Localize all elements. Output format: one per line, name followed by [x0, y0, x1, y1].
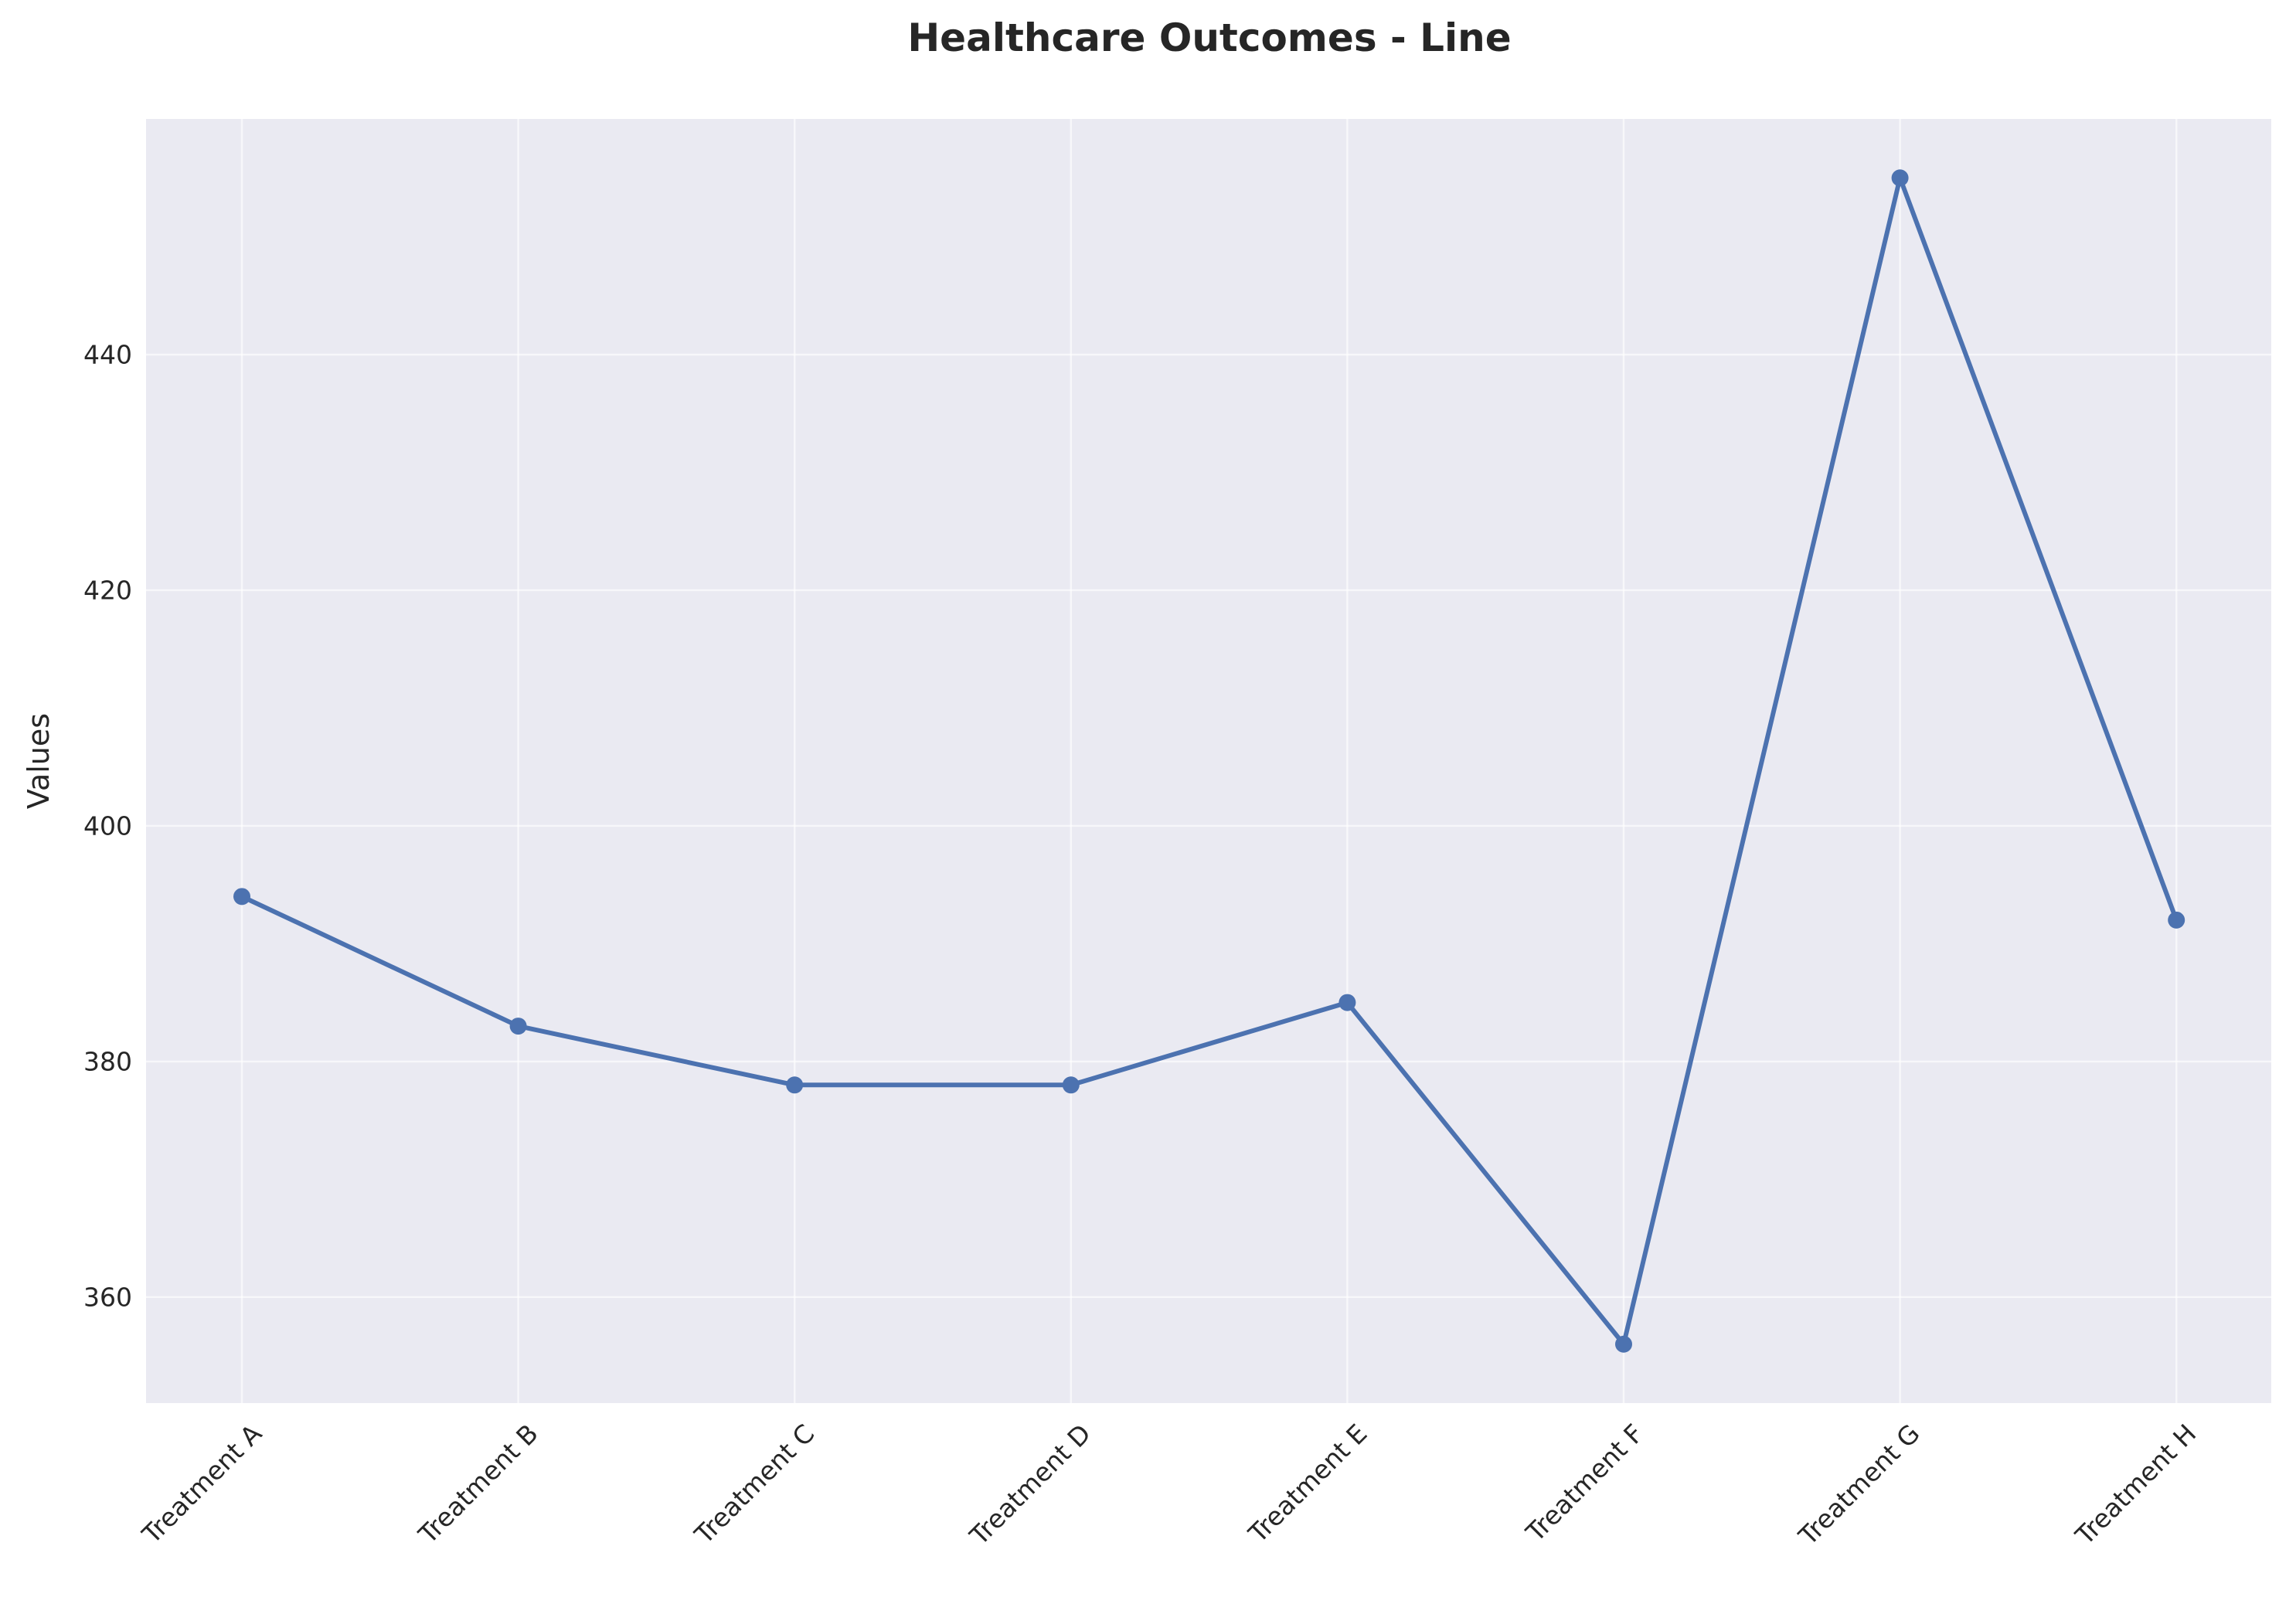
data-point — [233, 888, 250, 906]
series-line — [240, 175, 2179, 1347]
chart-title: Healthcare Outcomes - Line — [907, 15, 1511, 60]
grid-lines — [146, 119, 2271, 1403]
x-tick-label: Treatment B — [412, 1419, 543, 1550]
y-tick-label: 400 — [83, 810, 132, 841]
x-tick-label: Treatment H — [2069, 1419, 2202, 1551]
y-tick-label: 440 — [83, 339, 132, 369]
data-point — [786, 1076, 804, 1094]
x-tick-label: Treatment D — [964, 1419, 1097, 1551]
y-tick-label: 420 — [83, 575, 132, 605]
data-point — [1891, 169, 1909, 187]
data-point — [1615, 1335, 1632, 1353]
data-point — [2168, 911, 2185, 929]
x-tick-label: Treatment A — [136, 1418, 268, 1550]
x-axis-ticks: Treatment A Treatment B Treatment C Treatme… — [136, 1418, 2202, 1551]
plot-area — [146, 119, 2271, 1403]
y-tick-label: 360 — [83, 1282, 132, 1312]
x-tick-label: Treatment E — [1242, 1419, 1372, 1549]
x-tick-label: Treatment G — [1792, 1419, 1926, 1552]
data-point — [1062, 1076, 1080, 1094]
y-axis-label: Values — [22, 713, 56, 809]
data-point — [509, 1018, 527, 1035]
y-tick-label: 380 — [83, 1046, 132, 1076]
x-tick-label: Treatment F — [1519, 1419, 1649, 1548]
x-tick-label: Treatment C — [689, 1419, 821, 1551]
series-layer — [233, 169, 2185, 1353]
y-axis-ticks: 360 380 400 420 440 — [83, 339, 132, 1312]
data-point — [1338, 994, 1356, 1011]
